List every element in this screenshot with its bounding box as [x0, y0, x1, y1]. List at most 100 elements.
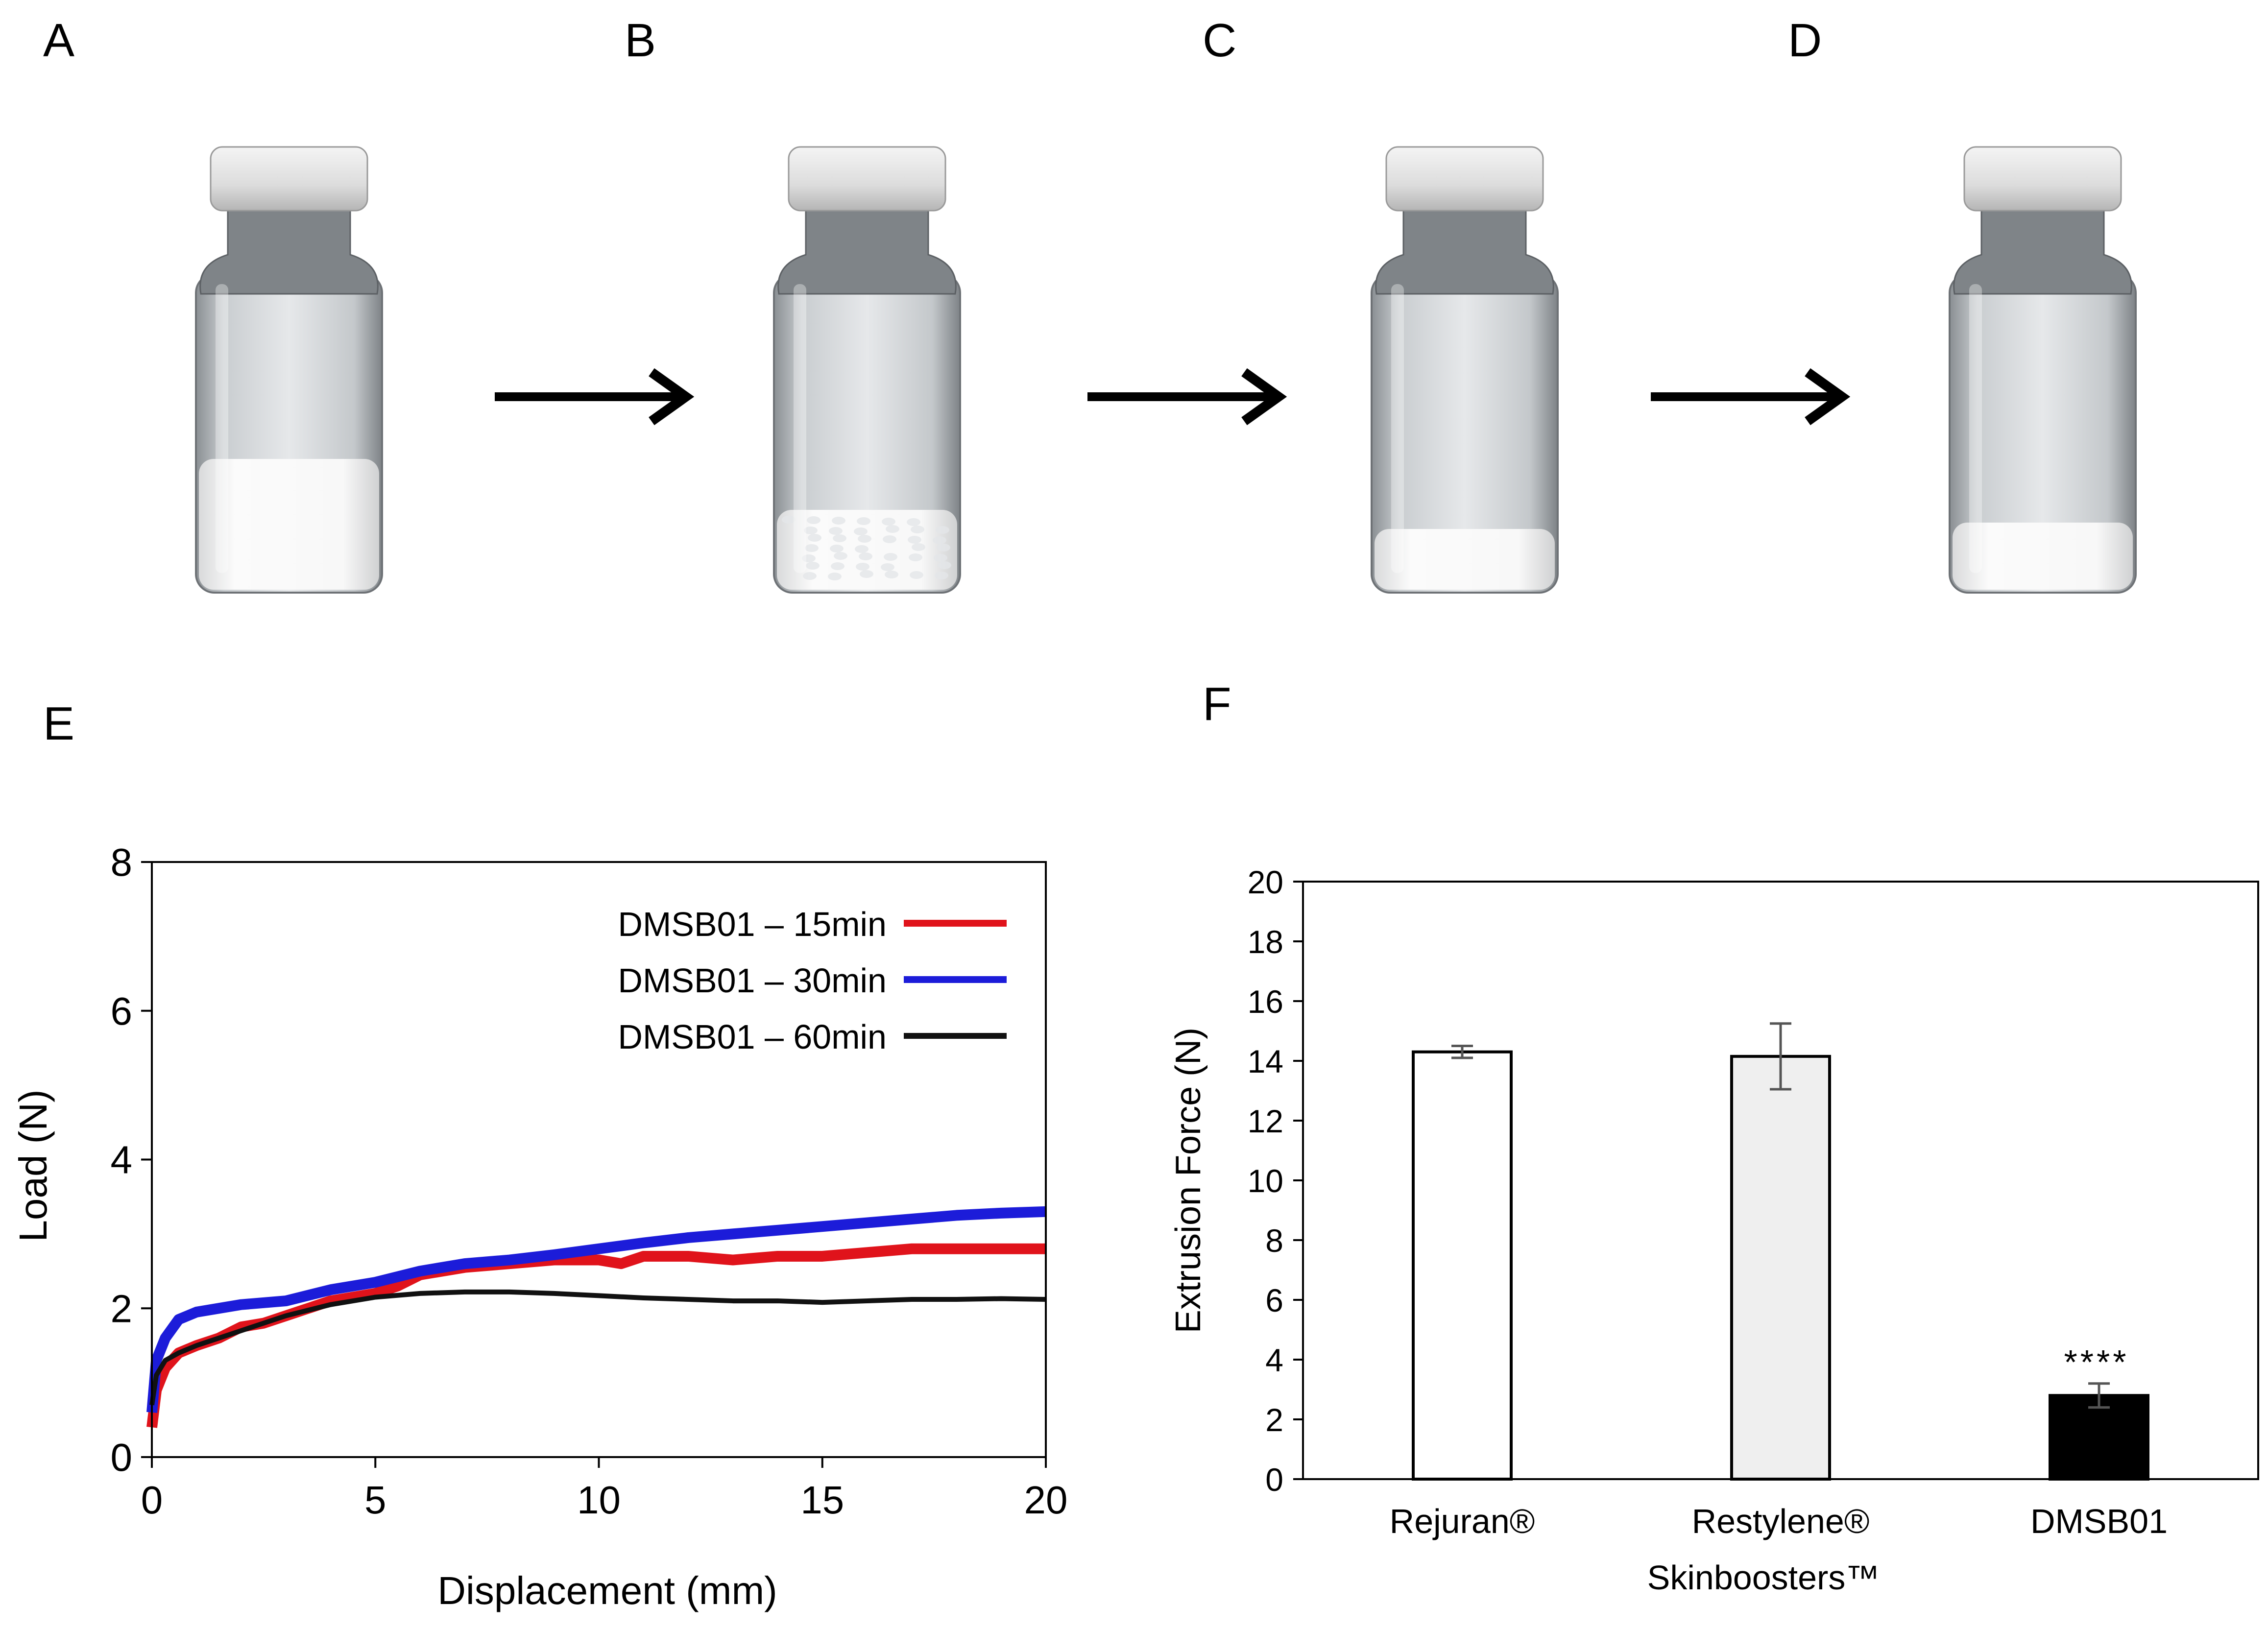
flake	[802, 554, 816, 562]
y-tick-label: 14	[1248, 1043, 1283, 1079]
panel-label-f: F	[1203, 678, 1231, 730]
flake	[828, 573, 842, 580]
chart-legend: DMSB01 – 15min DMSB01 – 30min DMSB01 – 60m…	[618, 905, 1007, 1056]
flake	[909, 553, 922, 561]
flake	[885, 571, 898, 578]
vial-cap	[788, 146, 946, 212]
flake	[936, 526, 949, 534]
vial-c	[1371, 146, 1559, 594]
x-tick-label: 5	[364, 1478, 386, 1522]
legend-label-1: DMSB01 – 15min	[618, 905, 887, 943]
vial-contents	[1375, 529, 1555, 590]
glass-highlight	[216, 284, 228, 573]
flake	[883, 535, 896, 543]
flake	[805, 544, 819, 552]
vial-cap	[1385, 146, 1544, 212]
y-tick-label: 0	[1265, 1461, 1283, 1498]
category-label-2: Restylene®	[1692, 1502, 1870, 1540]
flake	[911, 526, 924, 533]
vial-b	[773, 146, 961, 594]
y-tick-label: 16	[1248, 983, 1283, 1020]
flake	[860, 570, 873, 578]
load-displacement-chart: 0 5 10 15 20 0 2 4 6 8 DMSB01 – 15min DMSB01 – 30m…	[11, 840, 1067, 1612]
y-tick-label: 18	[1248, 924, 1283, 960]
flake	[912, 543, 925, 551]
arrow-c-to-d	[1651, 368, 1851, 426]
vial-cap	[1963, 146, 2122, 212]
vial-neck	[1375, 210, 1554, 295]
panel-label-b: B	[625, 14, 656, 67]
vial-neck	[777, 210, 957, 295]
panel-label-c: C	[1203, 14, 1236, 67]
bar-1	[1412, 1050, 1513, 1481]
flake	[934, 554, 947, 562]
category-label-3: DMSB01	[2030, 1502, 2168, 1540]
y-tick-label: 6	[1265, 1282, 1283, 1318]
flake	[829, 527, 843, 535]
flake	[854, 527, 868, 535]
flake	[834, 552, 847, 560]
y-tick-label: 2	[111, 1287, 133, 1330]
x-tick-label: 0	[141, 1478, 163, 1522]
flake	[858, 535, 871, 543]
legend-label-3: DMSB01 – 60min	[618, 1018, 887, 1056]
series-line-2	[146, 1206, 1046, 1413]
vial-contents	[1953, 523, 2133, 590]
flake	[856, 563, 869, 571]
glass-highlight	[1391, 284, 1404, 573]
y-tick-label: 12	[1248, 1103, 1283, 1139]
y-tick-label: 0	[111, 1436, 133, 1479]
flake	[832, 517, 845, 525]
flake	[938, 561, 951, 569]
y-axis-title: Extrusion Force (N)	[1169, 1028, 1208, 1333]
y-tick-label: 2	[1265, 1402, 1283, 1438]
flake	[859, 552, 872, 560]
flake	[830, 545, 844, 552]
flake	[882, 518, 895, 526]
vial-neck	[1953, 210, 2132, 295]
arrow-b-to-c	[1087, 368, 1287, 426]
flake	[803, 572, 817, 580]
bar-2	[1730, 1054, 1831, 1481]
y-tick-label: 4	[111, 1138, 133, 1182]
flake	[910, 571, 923, 579]
flake	[855, 545, 869, 553]
panel-label-d: D	[1788, 14, 1822, 67]
flake	[804, 527, 818, 534]
vial-photo-row	[195, 146, 2137, 594]
significance-label: ****	[2064, 1343, 2129, 1381]
flake	[806, 562, 820, 570]
flake	[886, 525, 899, 533]
flake	[808, 534, 821, 542]
y-tick-label: 6	[111, 989, 133, 1033]
flake	[857, 517, 870, 525]
vial-d	[1949, 146, 2137, 594]
glass-highlight	[1969, 284, 1982, 573]
arrow-a-to-b	[495, 368, 695, 426]
vial-a	[195, 146, 383, 594]
x-tick-label: 15	[800, 1478, 844, 1522]
y-axis-title: Load (N)	[11, 1089, 55, 1242]
series-line-3	[149, 1289, 1046, 1406]
flake	[908, 536, 921, 544]
y-tick-label: 20	[1248, 864, 1283, 900]
x-tick-label: 10	[577, 1478, 621, 1522]
flake	[881, 563, 894, 571]
y-tick-label: 8	[111, 840, 133, 884]
flake	[935, 572, 948, 579]
extrusion-force-chart: 0 2 4 6 8 10 12 14 16 18 20 Rejuran® Restylene® Skin…	[1169, 864, 2259, 1597]
category-label-1: Rejuran®	[1390, 1502, 1535, 1540]
flake	[833, 534, 846, 542]
y-tick-label: 4	[1265, 1342, 1283, 1378]
legend-label-2: DMSB01 – 30min	[618, 961, 887, 1000]
panel-label-a: A	[43, 14, 74, 67]
series-line-1	[146, 1243, 1046, 1428]
vial-contents	[199, 459, 379, 590]
x-axis-title: Displacement (mm)	[437, 1569, 777, 1612]
flake	[907, 518, 920, 526]
flake	[884, 553, 897, 561]
flake	[937, 544, 950, 551]
vial-cap	[210, 146, 368, 212]
y-tick-label: 8	[1265, 1222, 1283, 1259]
